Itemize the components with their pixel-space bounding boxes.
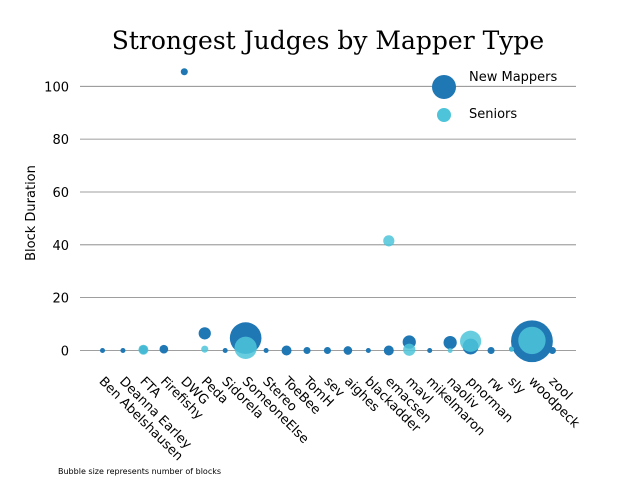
bubble-seniors [383,235,395,247]
bubble-new-mappers [159,344,169,354]
bubble-new-mappers [383,345,394,356]
bubble-seniors [509,346,514,352]
bubble-new-mappers [180,68,188,76]
y-tick-label: 40 [52,239,69,254]
y-tick-label: 80 [52,133,69,148]
bubble-new-mappers [198,327,211,340]
chart-title: Strongest Judges by Mapper Type [112,26,544,55]
y-tick-label: 100 [44,80,69,95]
bubble-new-mappers [263,348,269,353]
bubble-new-mappers [120,348,126,353]
bubble-seniors [138,344,149,355]
bubble-new-mappers [427,348,433,353]
bubble-seniors [234,336,257,360]
bubbles [100,68,556,363]
bubble-new-mappers [222,348,228,353]
legend: New Mappers Seniors [432,70,558,122]
y-axis-label: Block Duration [24,165,39,261]
bubble-size-note: Bubble size represents number of blocks [58,467,221,476]
y-tick-label: 60 [52,186,69,201]
legend-marker [432,75,456,99]
bubble-seniors [403,343,416,356]
bubble-new-mappers [548,346,556,355]
bubble-new-mappers [443,335,457,350]
bubble-new-mappers [303,346,311,355]
bubble-seniors [459,330,482,352]
y-tick-label: 0 [61,345,69,360]
bubble-seniors [447,348,453,353]
y-tick-label: 20 [52,292,69,307]
gridlines [80,85,576,351]
legend-marker [437,108,451,122]
bubble-new-mappers [487,346,495,355]
legend-label: New Mappers [469,70,558,85]
bubble-new-mappers [323,346,331,355]
bubble-new-mappers [343,346,353,355]
bubble-seniors [518,326,546,355]
x-tick-label: sly [505,374,529,398]
bubble-new-mappers [365,348,371,353]
bubble-new-mappers [281,345,292,356]
legend-label: Seniors [469,107,517,122]
bubble-new-mappers [100,348,105,353]
bubble-seniors [201,345,209,353]
y-tick-labels: 0 20 40 60 80 100 [44,80,69,359]
